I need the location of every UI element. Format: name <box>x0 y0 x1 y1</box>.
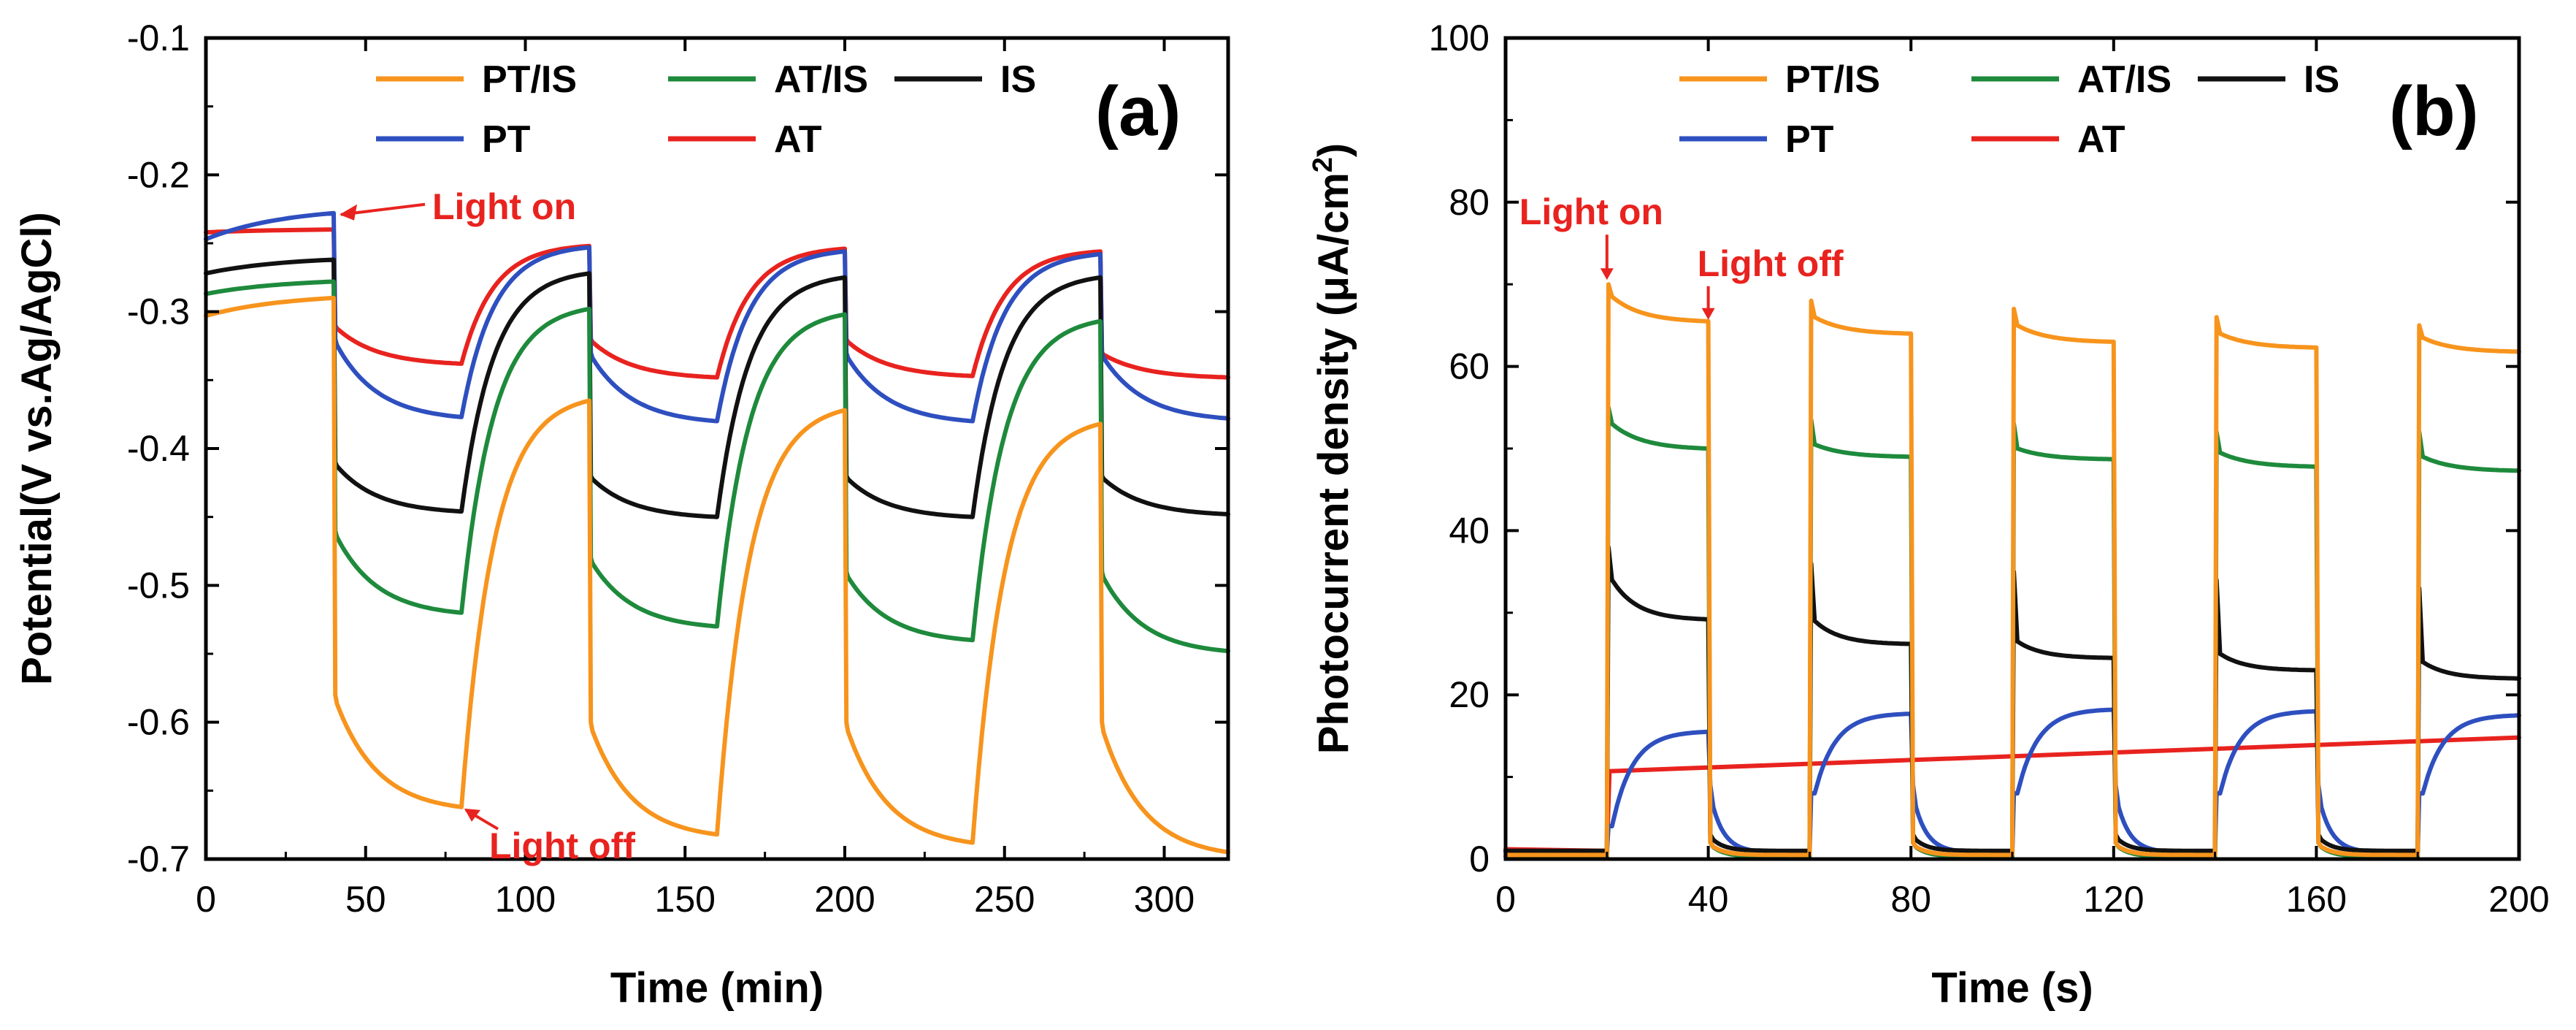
panel-b-legend-label-at-is: AT/IS <box>2077 58 2171 101</box>
panel-b-series-is <box>1503 544 2521 853</box>
panel-b-annotation-arrowhead <box>1600 268 1614 281</box>
panel-b-ytick-labels: 0 20 40 60 80 100 <box>1429 18 1490 880</box>
panel-a-ytick-label: -0.5 <box>127 565 190 606</box>
panel-a-ytick-label: -0.1 <box>127 18 190 58</box>
panel-a-legend-label-pt-is: PT/IS <box>482 58 577 101</box>
panel-a-series-at <box>204 227 1230 380</box>
panel-a-x-axis-title: Time (min) <box>610 964 824 1012</box>
panel-b-ytick-label: 100 <box>1429 18 1490 58</box>
panel-b-annotation-arrowhead <box>1701 308 1715 320</box>
panel-b-x-axis-title: Time (s) <box>1931 964 2093 1012</box>
panel-b-xtick-label: 200 <box>2488 879 2549 920</box>
panel-b-xtick-label: 0 <box>1495 879 1516 920</box>
panel-a-y-axis-title: Potential(V vs.Ag/AgCl) <box>13 212 61 685</box>
panel-a-annotation-arrowhead <box>340 204 357 221</box>
panel-a-annotation-label: Light off <box>489 825 635 866</box>
panel-a-annotations: Light on Light off <box>340 186 635 866</box>
panel-b-annotation-label: Light on <box>1519 191 1663 232</box>
panel-a-xtick-label: 200 <box>814 879 875 920</box>
panel-a-series-is <box>204 257 1230 519</box>
panel-b-ytick-label: 40 <box>1449 510 1490 551</box>
panel-b-annotation-label: Light off <box>1698 243 1844 284</box>
panel-b-y-axis-title: Photocurrent density (μA/cm2) <box>1308 143 1357 755</box>
panel-b-xtick-labels: 0 40 80 120 160 200 <box>1495 879 2550 920</box>
panel-b-annotations: Light on Light off <box>1519 191 1844 320</box>
panel-a-legend: PT/IS AT/IS IS PT AT <box>376 58 1036 161</box>
panel-a-xtick-label: 300 <box>1134 879 1195 920</box>
panel-b-ytick-label: 0 <box>1469 839 1490 880</box>
panel-a-xtick-labels: 0 50 100 150 200 250 300 <box>196 879 1195 920</box>
panel-a-ytick-label: -0.4 <box>127 428 190 469</box>
panel-a-series <box>204 210 1230 855</box>
panel-a-legend-label-is: IS <box>1000 58 1036 101</box>
panel-a-xtick-label: 0 <box>196 879 216 920</box>
panel-a: 0 50 100 150 200 250 300 -0.1-0.2-0.3-0.4-0.5-… <box>13 18 1230 1012</box>
panel-b-series <box>1503 282 2521 859</box>
panel-b-ytick-label: 60 <box>1449 346 1490 387</box>
panel-b-legend-label-pt-is: PT/IS <box>1785 58 1880 101</box>
panel-a-label: (a) <box>1095 72 1181 150</box>
panel-b-legend-label-at: AT <box>2077 118 2125 161</box>
panel-b-legend-label-is: IS <box>2304 58 2339 101</box>
panel-a-ticks <box>204 37 1228 861</box>
panel-b-ticks <box>1504 37 2521 861</box>
panel-a-legend-label-at-is: AT/IS <box>774 58 868 101</box>
panel-a-legend-label-pt: PT <box>482 118 531 161</box>
panel-b-legend-label-pt: PT <box>1785 118 1834 161</box>
panel-b-label: (b) <box>2389 72 2479 150</box>
panel-a-series-pt-is <box>204 295 1230 855</box>
panel-b-xtick-label: 120 <box>2083 879 2144 920</box>
panel-a-xtick-label: 100 <box>495 879 556 920</box>
panel-b-xtick-label: 40 <box>1688 879 1729 920</box>
panel-b-ytick-label: 80 <box>1449 182 1490 223</box>
panel-b-series-pt-is <box>1503 282 2521 858</box>
panel-a-legend-label-at: AT <box>774 118 822 161</box>
panel-a-xtick-label: 150 <box>655 879 716 920</box>
panel-a-ytick-label: -0.3 <box>127 291 190 332</box>
panel-b-xtick-label: 160 <box>2286 879 2347 920</box>
panel-a-series-pt <box>204 210 1230 424</box>
panel-a-plot-frame <box>204 36 1230 861</box>
panel-a-xtick-label: 250 <box>974 879 1035 920</box>
panel-b-ytick-label: 20 <box>1449 674 1490 715</box>
panel-a-annotation-arrowhead <box>464 808 480 822</box>
panel-b-legend: PT/IS AT/IS IS PT AT <box>1679 58 2339 161</box>
panel-a-annotation-label: Light on <box>432 186 576 227</box>
panel-a-ytick-label: -0.6 <box>127 702 190 743</box>
panel-a-ytick-label: -0.7 <box>127 839 190 880</box>
panel-a-ytick-labels: -0.1 -0.2 -0.3 -0.4 -0.5 -0.6 -0.7 <box>127 18 190 880</box>
panel-a-xtick-label: 50 <box>345 879 386 920</box>
panel-b-xtick-label: 80 <box>1890 879 1931 920</box>
panel-b: 0 40 80 120 160 200 0 20 40 60 80 100 Time (s) Pho… <box>1308 18 2550 1012</box>
panel-a-ytick-label: -0.2 <box>127 154 190 195</box>
panel-a-series-at-is <box>204 279 1230 654</box>
